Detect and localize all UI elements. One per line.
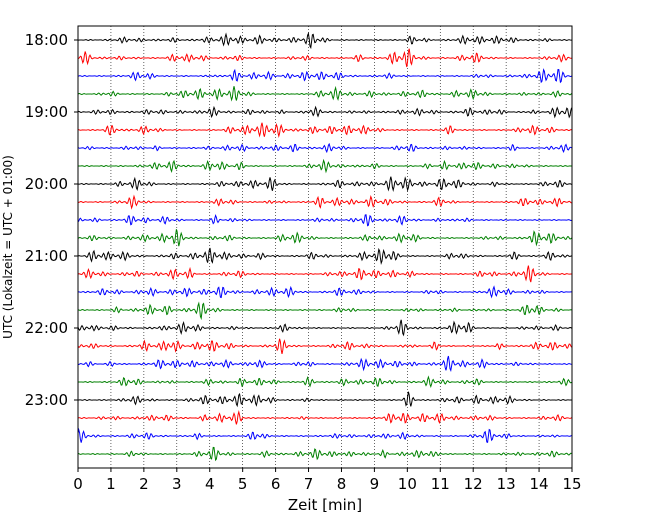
trace-line <box>77 391 572 408</box>
trace-line <box>77 85 572 102</box>
plot-frame <box>77 25 573 469</box>
trace-line <box>77 194 572 210</box>
y-tick-label: 20:00 <box>25 175 68 193</box>
y-axis-ticks: 18:00 19:00 20:00 21:00 22:00 23:00 <box>25 31 78 409</box>
x-tick-label: 9 <box>370 475 380 493</box>
x-tick-label: 3 <box>172 475 182 493</box>
x-tick-label: 2 <box>139 475 149 493</box>
trace-line <box>77 375 572 389</box>
y-tick-label: 22:00 <box>25 319 68 337</box>
x-tick-label: 13 <box>497 475 516 493</box>
trace-line <box>77 446 572 462</box>
trace-line <box>77 319 572 337</box>
trace-line <box>77 338 573 355</box>
trace-line <box>77 48 572 68</box>
x-tick-label: 14 <box>530 475 549 493</box>
trace-line <box>77 285 572 299</box>
trace-line <box>77 265 572 283</box>
x-tick-label: 5 <box>238 475 248 493</box>
trace-line <box>77 122 572 139</box>
y-axis-label: UTC (Lokalzeit = UTC + 01:00) <box>1 155 15 339</box>
x-tick-label: 15 <box>562 475 581 493</box>
trace-line <box>77 142 572 154</box>
y-tick-label: 23:00 <box>25 391 68 409</box>
trace-line <box>77 247 572 266</box>
trace-line <box>77 68 572 84</box>
trace-line <box>77 427 572 444</box>
seismogram-traces <box>77 31 573 462</box>
trace-line <box>77 229 572 247</box>
y-tick-label: 21:00 <box>25 247 68 265</box>
y-tick-label: 19:00 <box>25 103 68 121</box>
x-tick-label: 7 <box>304 475 314 493</box>
x-tick-label: 4 <box>205 475 215 493</box>
trace-line <box>77 214 572 227</box>
x-tick-label: 8 <box>337 475 347 493</box>
x-axis-label: Zeit [min] <box>288 496 362 514</box>
x-tick-label: 10 <box>398 475 417 493</box>
trace-line <box>77 176 572 193</box>
x-tick-label: 6 <box>271 475 281 493</box>
x-tick-label: 11 <box>431 475 450 493</box>
y-tick-label: 18:00 <box>25 31 68 49</box>
trace-line <box>77 301 572 321</box>
trace-line <box>77 355 572 372</box>
trace-line <box>77 105 573 119</box>
x-tick-label: 12 <box>464 475 483 493</box>
x-tick-label: 1 <box>106 475 116 493</box>
trace-line <box>77 410 572 425</box>
trace-line <box>77 31 572 50</box>
x-axis-ticks: 0 1 2 3 4 5 6 7 8 9 10 11 12 13 14 15 <box>73 468 582 493</box>
trace-line <box>77 158 572 174</box>
x-tick-label: 0 <box>73 475 83 493</box>
